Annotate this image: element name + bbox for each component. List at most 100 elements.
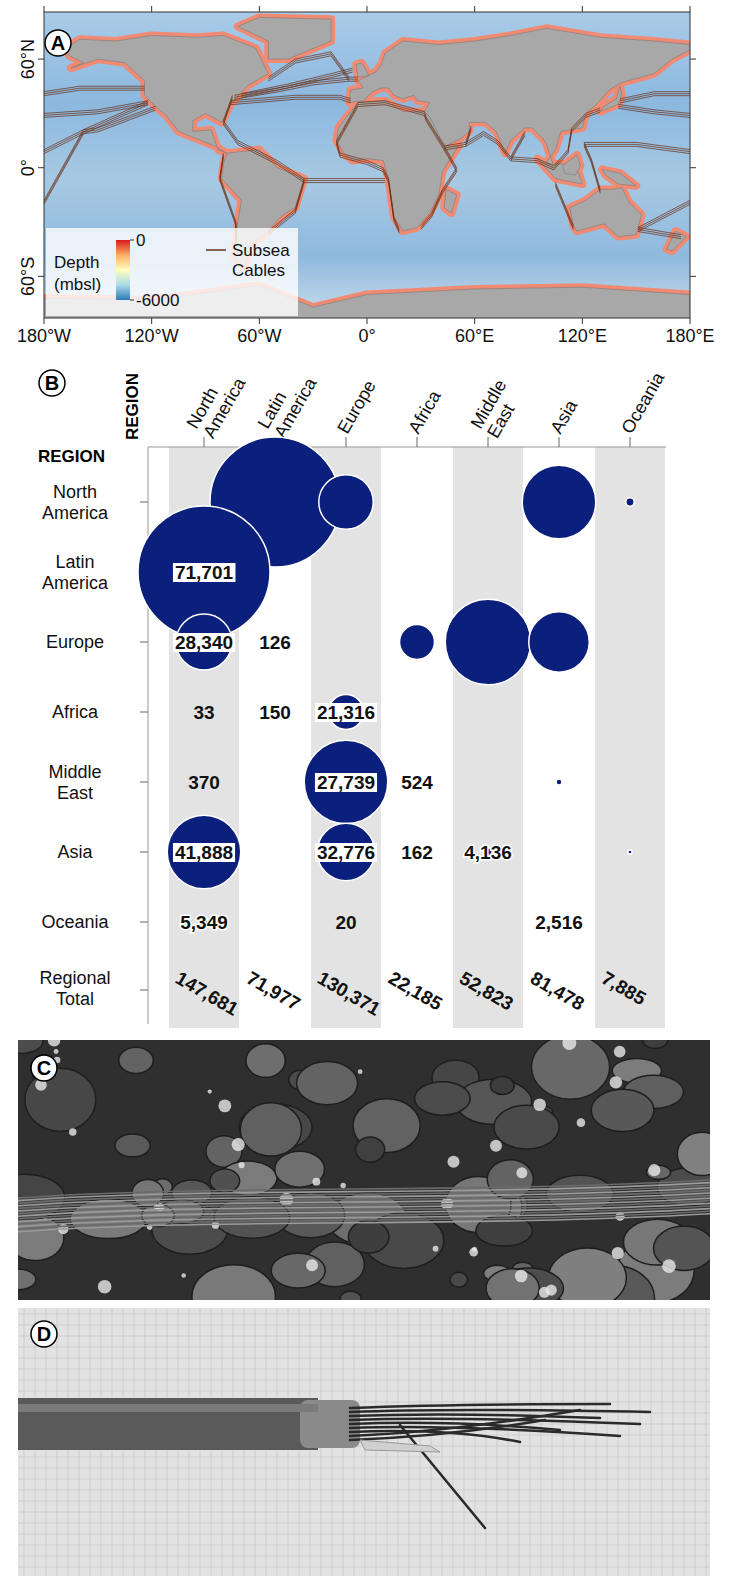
- cell-value: 5,349: [180, 912, 228, 933]
- legend-cable-sample: [206, 249, 226, 251]
- regional-total: 147,681: [172, 967, 242, 1020]
- pebble: [450, 1272, 467, 1287]
- row-tick: [140, 782, 148, 783]
- pebble: [486, 1269, 539, 1300]
- y-tick: [38, 59, 44, 60]
- column-tick: [346, 437, 347, 447]
- cell-value: 71,701: [175, 562, 234, 583]
- bubble: [628, 850, 632, 854]
- subsea-cable: [620, 96, 690, 103]
- cell-value: 150: [259, 702, 291, 723]
- panel-letter-circle: [31, 1321, 57, 1347]
- shell-fragment: [340, 1183, 345, 1188]
- subsea-cable: [511, 136, 525, 161]
- x-tick: [259, 318, 260, 324]
- subsea-cable: [638, 232, 681, 239]
- column-header-line: East: [483, 400, 518, 441]
- subsea-cable: [337, 107, 400, 234]
- column-tick: [417, 437, 418, 447]
- subsea-cable: [555, 182, 573, 226]
- shell-fragment: [612, 1247, 624, 1259]
- bubbles: [138, 437, 634, 926]
- shell-fragment: [232, 1138, 245, 1151]
- row-label-line: Latin: [55, 552, 94, 572]
- shell-fragment: [312, 1178, 320, 1186]
- paper-grid-h: [18, 1534, 710, 1535]
- colorbar-tick-label: -6000: [136, 291, 179, 310]
- cell-value: 28,340: [175, 632, 233, 653]
- paper-grid-h: [18, 1336, 710, 1337]
- legend-label-line: Cables: [232, 261, 285, 280]
- pebble: [531, 1040, 609, 1099]
- grid-paper: [18, 1308, 710, 1576]
- cell-value: 524: [401, 772, 433, 793]
- figure: 180°W120°W60°W0°60°E120°E180°E60°N0°60°S…: [0, 0, 729, 1583]
- subsea-cable: [358, 105, 600, 170]
- row-label-line: North: [53, 482, 97, 502]
- paper-grid-v: [607, 1308, 608, 1576]
- totals-label-line: Total: [56, 989, 94, 1009]
- bubble: [522, 465, 595, 538]
- bubble: [556, 779, 562, 785]
- pebble: [115, 1134, 150, 1157]
- pebble: [643, 1040, 668, 1049]
- pebble: [18, 1269, 36, 1290]
- subsea-cable: [223, 121, 304, 232]
- column-tick: [488, 437, 489, 447]
- paper-grid-v: [640, 1308, 641, 1576]
- cable-insulation-fragment: [360, 1440, 440, 1452]
- paper-grid-v: [475, 1308, 476, 1576]
- colorbar-tick: [130, 300, 134, 301]
- column-header-line: Africa: [404, 386, 445, 437]
- y-tick-right: [690, 59, 696, 60]
- subsea-cable: [44, 110, 155, 153]
- cable-strand: [350, 1420, 545, 1440]
- subsea-cable: [44, 90, 145, 96]
- regional-total: 22,185: [385, 967, 446, 1014]
- x-tick-top: [44, 6, 45, 12]
- regional-total: 81,478: [527, 967, 588, 1014]
- pebble: [340, 1291, 361, 1300]
- column-header-line: Oceania: [617, 368, 668, 437]
- paper-grid-v: [563, 1308, 564, 1576]
- subsea-cable: [511, 132, 525, 157]
- x-tick-label: 180°E: [665, 326, 714, 346]
- cell-value: 162: [401, 842, 433, 863]
- subsea-cable: [584, 144, 690, 151]
- row-label: Oceania: [41, 912, 109, 932]
- subsea-cable: [337, 103, 400, 230]
- x-tick-label: 120°E: [558, 326, 607, 346]
- paper-grid-h: [18, 1501, 710, 1502]
- paper-grid-h: [18, 1369, 710, 1370]
- paper-grid-v: [706, 1308, 707, 1576]
- pebble: [490, 1077, 514, 1095]
- totals-label-line: Regional: [39, 968, 110, 988]
- pebble: [297, 1062, 358, 1105]
- subsea-cable: [421, 148, 457, 228]
- subsea-cable: [44, 86, 145, 92]
- cell-value: 21,316: [317, 702, 375, 723]
- shell-fragment: [306, 1259, 318, 1271]
- paper-grid-h: [18, 1556, 710, 1557]
- bubble: [400, 625, 435, 660]
- subsea-cable: [223, 99, 232, 124]
- subsea-cable: [421, 146, 457, 226]
- shell-fragment: [447, 1156, 459, 1168]
- bubble: [167, 815, 240, 888]
- paper-grid-v: [541, 1308, 542, 1576]
- shell-fragment: [469, 1248, 478, 1257]
- legend: Depth(mbsl)0-6000SubseaCables: [46, 228, 298, 316]
- cable-highlight: [18, 1404, 318, 1412]
- subsea-cable: [511, 134, 525, 159]
- subsea-cable: [466, 130, 471, 146]
- paper-grid-v: [409, 1308, 410, 1576]
- row-label-line: America: [42, 503, 109, 523]
- paper-grid-v: [530, 1308, 531, 1576]
- panel-letter-circle: [39, 370, 65, 396]
- shell-fragment: [515, 1270, 528, 1283]
- cell-value: 20: [335, 912, 356, 933]
- legend-label-line: Subsea: [232, 241, 290, 260]
- paper-grid-v: [695, 1308, 696, 1576]
- row-tick: [140, 990, 148, 991]
- subsea-cable: [241, 70, 352, 95]
